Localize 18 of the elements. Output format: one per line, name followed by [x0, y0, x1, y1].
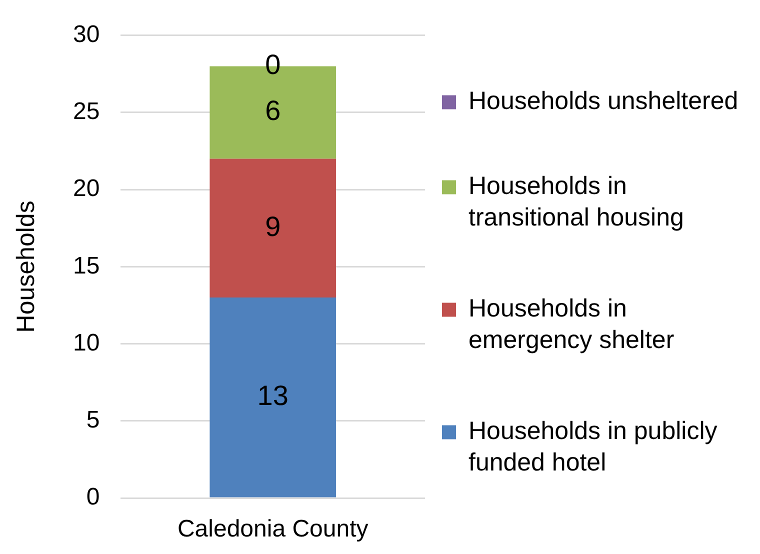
y-tick-label: 15: [72, 252, 100, 280]
legend-label: Households in publicly funded hotel: [468, 417, 718, 476]
y-tick-label: 25: [72, 98, 100, 126]
legend-label: Households in emergency shelter: [468, 294, 674, 354]
data-label: 9: [265, 210, 281, 242]
data-label: 13: [257, 380, 288, 412]
data-label: 6: [265, 95, 281, 126]
legend-label: Households in transitional housing: [468, 172, 684, 232]
bar: [210, 298, 336, 498]
bar: [210, 158, 336, 298]
y-tick-label: 30: [72, 21, 100, 48]
y-axis-title: Households: [12, 200, 40, 333]
y-tick-label: 10: [72, 329, 100, 356]
legend-label: Households unsheltered: [468, 87, 738, 116]
x-tick-label: Caledonia County: [177, 516, 368, 543]
y-tick-label: 0: [86, 484, 100, 511]
y-tick-label: 5: [86, 406, 100, 434]
y-tick-label: 20: [72, 175, 100, 202]
